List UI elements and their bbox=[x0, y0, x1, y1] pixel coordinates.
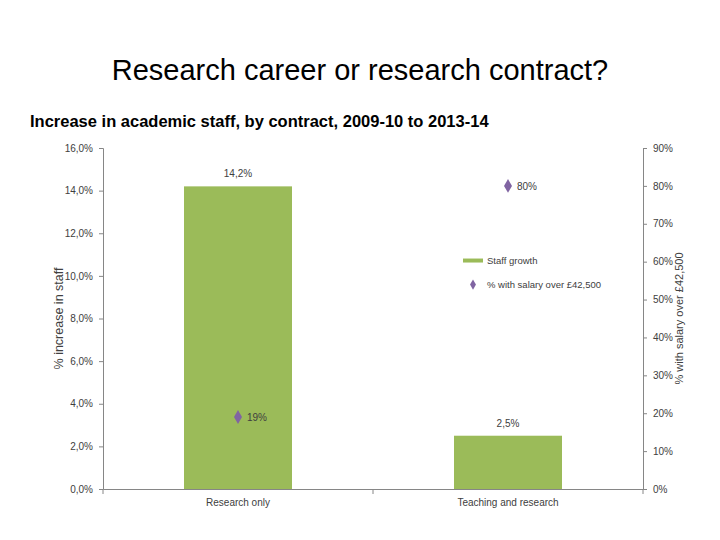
data-label: 14,2% bbox=[224, 168, 252, 179]
y2-axis-tick-mark bbox=[643, 186, 647, 187]
y-axis-tick: 2,0% bbox=[70, 441, 103, 452]
y2-axis-tick: 10% bbox=[643, 446, 673, 457]
legend-label: Staff growth bbox=[487, 255, 538, 266]
y2-axis-tick: 70% bbox=[643, 218, 673, 229]
y2-axis-tick-mark bbox=[643, 337, 647, 338]
y-axis-tick-label: 6,0% bbox=[70, 356, 93, 367]
y2-axis-tick: 20% bbox=[643, 408, 673, 419]
y2-axis-tick-label: 60% bbox=[653, 256, 673, 267]
y-axis: 0,0% 2,0% 4,0% 6,0% 8,0% 10,0% 12,0% 14,0% 16,0% bbox=[65, 143, 104, 495]
y2-axis-tick: 40% bbox=[643, 332, 673, 343]
bar bbox=[184, 186, 292, 489]
y2-axis-tick: 50% bbox=[643, 294, 673, 305]
chart: Research career or research contract? Inc… bbox=[0, 0, 720, 540]
y-axis-tick-label: 8,0% bbox=[70, 313, 93, 324]
y-axis-tick-label: 2,0% bbox=[70, 441, 93, 452]
y2-axis-title: % with salary over £42,500 bbox=[673, 252, 685, 384]
y-axis-tick: 12,0% bbox=[65, 228, 103, 239]
data-label: 2,5% bbox=[497, 418, 520, 429]
y-axis-tick: 4,0% bbox=[70, 398, 103, 409]
data-label: 19% bbox=[247, 412, 267, 423]
legend-label: % with salary over £42,500 bbox=[487, 279, 601, 290]
y2-axis-tick-mark bbox=[643, 224, 647, 225]
y-axis-tick: 8,0% bbox=[70, 313, 103, 324]
y2-axis-tick-label: 70% bbox=[653, 218, 673, 229]
y-axis-tick-label: 4,0% bbox=[70, 398, 93, 409]
y2-axis-tick-label: 90% bbox=[653, 143, 673, 154]
y2-axis-tick-mark bbox=[643, 262, 647, 263]
x-tick: Teaching and research bbox=[457, 489, 558, 508]
marker bbox=[234, 410, 242, 424]
y-axis-line bbox=[99, 149, 104, 490]
y-axis-tick-mark bbox=[99, 191, 103, 192]
x-tick: Research only bbox=[206, 489, 270, 508]
y-axis-tick: 0,0% bbox=[70, 484, 103, 495]
y2-axis-tick-mark bbox=[643, 451, 647, 452]
legend-item: Staff growth bbox=[463, 255, 538, 266]
y-axis-tick-mark bbox=[99, 233, 103, 234]
y-axis-tick-mark bbox=[99, 361, 103, 362]
y-axis-tick-mark bbox=[99, 446, 103, 447]
y-axis-tick-label: 14,0% bbox=[65, 185, 93, 196]
category-divider bbox=[643, 489, 644, 494]
y2-axis-tick-mark bbox=[643, 375, 647, 376]
y-axis-tick-mark bbox=[99, 489, 103, 490]
x-axis: Research only Teaching and research bbox=[104, 489, 644, 508]
legend: Staff growth % with salary over £42,500 bbox=[463, 255, 601, 290]
y2-axis-tick: 90% bbox=[643, 143, 673, 154]
y-axis-tick: 10,0% bbox=[65, 271, 103, 282]
data-labels: 14,2% 2,5% 19% 80% bbox=[224, 168, 537, 428]
x-tick-label: Teaching and research bbox=[457, 497, 558, 508]
y-axis-tick-mark bbox=[99, 276, 103, 277]
y-axis-tick: 16,0% bbox=[65, 143, 103, 154]
y2-axis-line bbox=[644, 149, 648, 490]
y2-axis-tick-label: 10% bbox=[653, 446, 673, 457]
y-axis-tick-mark bbox=[99, 319, 103, 320]
y-axis-tick: 6,0% bbox=[70, 356, 103, 367]
y2-axis-tick-mark bbox=[643, 300, 647, 301]
y-axis-tick-mark bbox=[99, 148, 103, 149]
y2-axis-tick-mark bbox=[643, 148, 647, 149]
y2-axis-tick-label: 0% bbox=[653, 484, 668, 495]
legend-swatch bbox=[470, 279, 476, 289]
y2-axis-tick-label: 80% bbox=[653, 181, 673, 192]
title: Research career or research contract? bbox=[112, 54, 608, 86]
y2-axis-tick-mark bbox=[643, 413, 647, 414]
legend-item: % with salary over £42,500 bbox=[470, 279, 601, 290]
y2-axis-tick: 60% bbox=[643, 256, 673, 267]
plot-marks bbox=[184, 179, 562, 489]
y-axis-title: % increase in staff bbox=[52, 267, 66, 369]
marker bbox=[504, 179, 512, 193]
bar bbox=[454, 436, 562, 489]
data-label: 80% bbox=[517, 181, 537, 192]
y2-axis-tick-label: 50% bbox=[653, 294, 673, 305]
y2-axis: 0% 10% 20% 30% 40% 50% 60% 70% 80% 90% bbox=[643, 143, 673, 495]
y-axis-tick-label: 16,0% bbox=[65, 143, 93, 154]
y-axis-tick: 14,0% bbox=[65, 185, 103, 196]
y2-axis-tick-mark bbox=[643, 489, 647, 490]
y2-axis-tick: 80% bbox=[643, 181, 673, 192]
y2-axis-tick-label: 20% bbox=[653, 408, 673, 419]
y2-axis-tick-label: 30% bbox=[653, 370, 673, 381]
category-divider bbox=[373, 489, 374, 494]
y-axis-tick-label: 12,0% bbox=[65, 228, 93, 239]
y2-axis-tick: 30% bbox=[643, 370, 673, 381]
legend-swatch bbox=[463, 259, 483, 263]
y2-axis-tick: 0% bbox=[643, 484, 668, 495]
category-divider bbox=[103, 489, 104, 494]
y2-axis-tick-label: 40% bbox=[653, 332, 673, 343]
y-axis-tick-mark bbox=[99, 404, 103, 405]
y-axis-tick-label: 0,0% bbox=[70, 484, 93, 495]
y-axis-tick-label: 10,0% bbox=[65, 271, 93, 282]
subtitle: Increase in academic staff, by contract,… bbox=[30, 112, 489, 130]
x-tick-label: Research only bbox=[206, 497, 270, 508]
